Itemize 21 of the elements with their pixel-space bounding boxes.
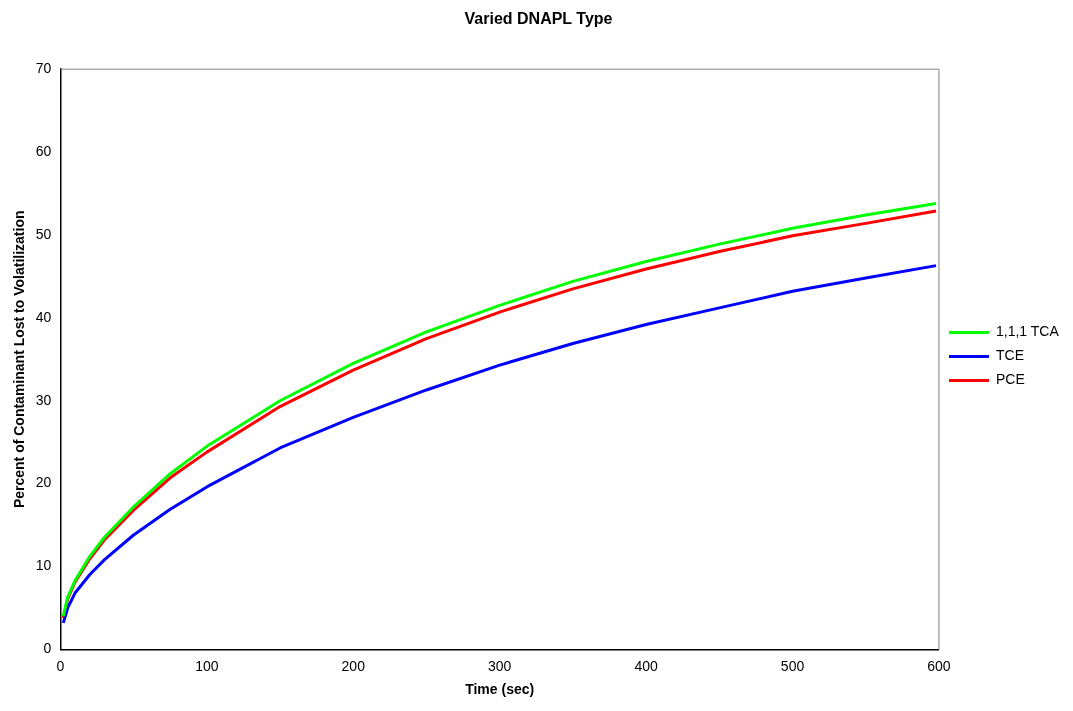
x-tick-label: 200 (341, 657, 366, 674)
y-tick-label: 40 (35, 308, 52, 325)
y-tick-label: 60 (35, 142, 52, 159)
chart-title: Varied DNAPL Type (464, 10, 613, 28)
y-tick-label: 0 (43, 640, 52, 657)
x-tick-label: 300 (487, 657, 512, 674)
x-tick-label: 600 (927, 657, 951, 674)
x-tick-label: 0 (56, 657, 65, 674)
y-tick-label: 20 (35, 474, 52, 491)
legend-label: PCE (995, 371, 1025, 388)
y-tick-label: 70 (35, 60, 52, 77)
legend-label: TCE (995, 347, 1024, 364)
x-tick-label: 400 (634, 657, 658, 674)
legend-label: 1,1,1 TCA (995, 323, 1060, 340)
y-tick-label: 50 (35, 225, 52, 242)
y-axis-title: Percent of Contaminant Lost to Volatilization (11, 210, 28, 509)
x-tick-label: 100 (195, 657, 219, 674)
x-axis-title: Time (sec) (465, 681, 535, 698)
y-tick-label: 30 (35, 391, 52, 408)
y-tick-label: 10 (35, 557, 52, 574)
x-tick-label: 500 (780, 657, 805, 674)
